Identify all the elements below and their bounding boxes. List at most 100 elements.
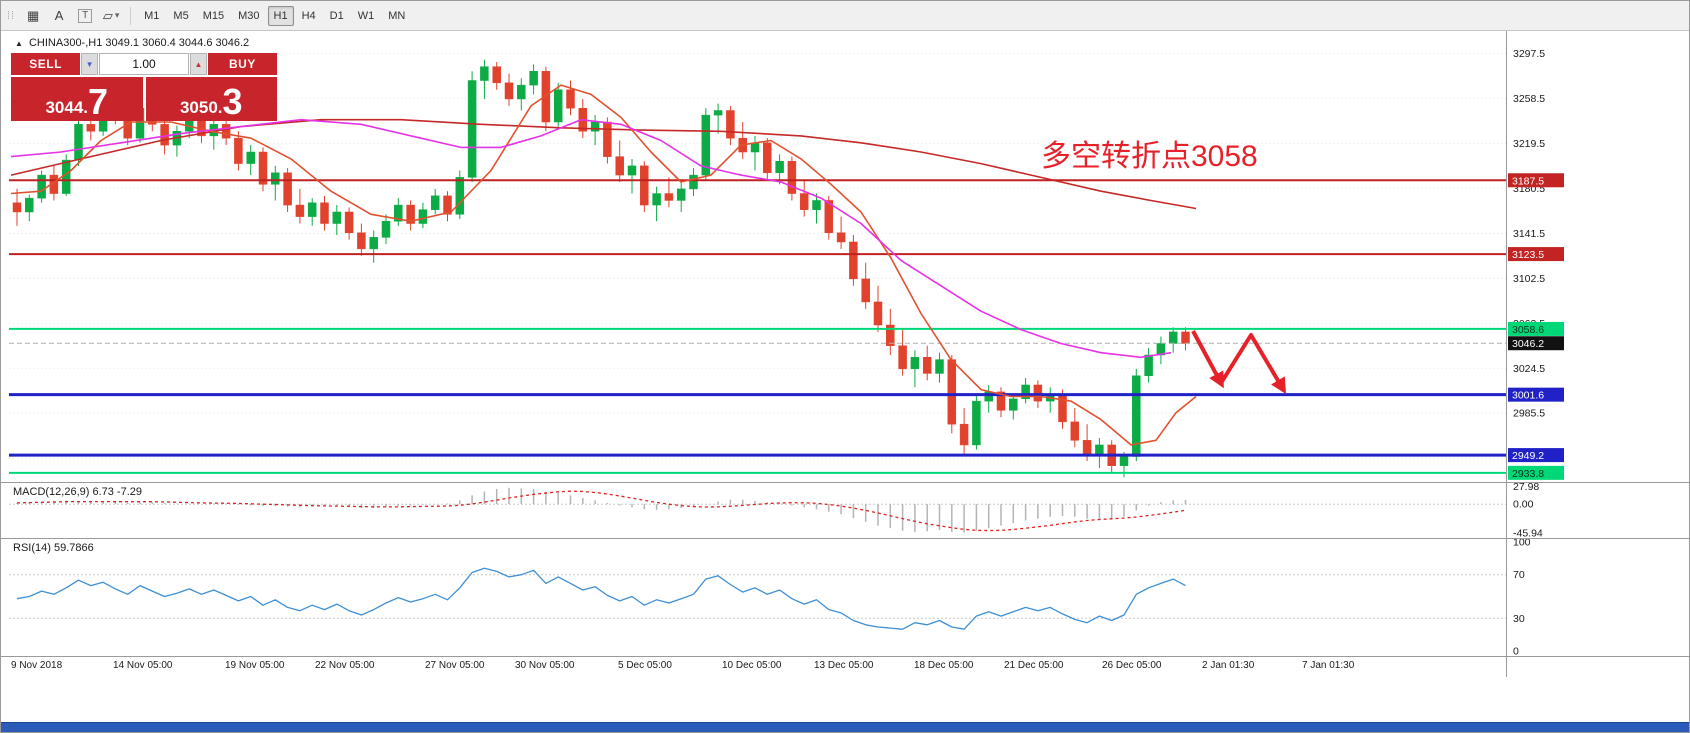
price-axis-label: 3141.5 (1513, 228, 1545, 240)
macd-scale-label: -45.94 (1513, 528, 1543, 540)
rsi-scale-label: 100 (1513, 537, 1531, 549)
moving-averages (10, 84, 1197, 446)
macd-signal-line (16, 490, 1186, 532)
tf-button-m15[interactable]: M15 (202, 9, 225, 22)
price-axis-label: 3258.5 (1513, 93, 1545, 105)
lot-up-button[interactable]: ▲ (190, 53, 207, 75)
time-label: 5 Dec 05:00 (618, 660, 672, 671)
price-axis-label: 3297.5 (1513, 48, 1545, 60)
price-axis[interactable]: 3297.53258.53219.53180.53141.53102.53063… (1508, 48, 1564, 480)
rsi-label: RSI(14) 59.7866 (13, 542, 94, 554)
trade-panel-row1: SELL ▼ ▲ BUY (11, 53, 277, 75)
time-label: 9 Nov 2018 (11, 660, 63, 671)
price-chart-canvas[interactable]: 3297.53258.53219.53180.53141.53102.53063… (1, 31, 1690, 483)
price-axis-label: 3024.5 (1513, 363, 1545, 375)
time-label: 13 Dec 05:00 (814, 660, 874, 671)
text-a-icon: A (54, 8, 64, 23)
time-label: 18 Dec 05:00 (914, 660, 974, 671)
text-label-tool-button[interactable]: T (73, 5, 97, 27)
sell-price-small: 3044. (45, 98, 88, 118)
toolbar-separator (130, 6, 132, 25)
time-label: 2 Jan 01:30 (1202, 660, 1255, 671)
price-tag-label: 3187.5 (1512, 175, 1544, 187)
time-label: 10 Dec 05:00 (722, 660, 782, 671)
macd-rsi-divider[interactable] (1, 538, 1689, 539)
price-axis-divider (1506, 31, 1507, 677)
grid-tool-icon[interactable]: ▦ (21, 5, 45, 27)
dropdown-arrow-icon: ▼ (85, 59, 94, 69)
text-label-icon: T (78, 8, 93, 23)
time-label: 26 Dec 05:00 (1102, 660, 1162, 671)
chart-text-annotation[interactable]: 多空转折点3058 (1041, 140, 1258, 173)
price-tag-label: 3123.5 (1512, 249, 1544, 261)
time-label: 14 Nov 05:00 (113, 660, 173, 671)
candles (12, 59, 1190, 478)
trend-arrow[interactable] (1191, 330, 1287, 395)
sell-price-display[interactable]: 3044. 7 (11, 77, 143, 121)
time-axis[interactable]: 9 Nov 2018 14 Nov 05:00 19 Nov 05:00 22 Nov… (1, 658, 1689, 676)
chart-title: ▲ CHINA300-,H1 3049.1 3060.4 3044.6 3046… (15, 37, 249, 49)
rsi-scale-label: 30 (1513, 613, 1525, 625)
tf-button-h1[interactable]: H1 (267, 5, 294, 26)
price-tag (1508, 387, 1564, 402)
price-tag-label: 3046.2 (1512, 338, 1544, 350)
tf-button-m1[interactable]: M1 (144, 9, 160, 22)
tf-button-d1[interactable]: D1 (329, 9, 344, 22)
lot-dropdown-button[interactable]: ▼ (81, 53, 98, 75)
chart-marker-icon: ▲ (15, 39, 23, 48)
tf-button-mn[interactable]: MN (388, 9, 406, 22)
price-tag (1508, 465, 1564, 480)
buy-price-display[interactable]: 3050. 3 (145, 77, 277, 123)
toolbar-grip[interactable]: ⁞⁞ (7, 9, 16, 22)
time-label: 22 Nov 05:00 (315, 660, 375, 671)
macd-label: MACD(12,26,9) 6.73 -7.29 (13, 486, 143, 498)
price-tag-label: 2933.8 (1512, 468, 1544, 480)
toolbar: ⁞⁞ ▦ A T ▱ ▾ M1 M5 M15 M30 H1 H4 D1 W1 MN (1, 1, 1689, 31)
price-tag-label: 3058.6 (1512, 324, 1544, 336)
rsi-axis-divider (1, 656, 1689, 657)
chart-macd-divider[interactable] (1, 482, 1689, 483)
time-label: 27 Nov 05:00 (425, 660, 485, 671)
trade-panel-prices: 3044. 7 3050. 3 (11, 77, 277, 121)
ma-fast-red (10, 84, 1197, 446)
shapes-icon: ▱ (102, 7, 113, 23)
chevron-down-icon: ▾ (114, 10, 120, 20)
timeframe-group: M1 M5 M15 M30 H1 H4 D1 W1 MN (138, 5, 411, 26)
price-axis-label: 2985.5 (1513, 408, 1545, 420)
price-tag (1508, 448, 1564, 463)
lot-size-input[interactable] (99, 53, 189, 75)
rsi-scale-label: 0 (1513, 646, 1519, 658)
up-arrow-icon: ▲ (194, 59, 203, 69)
time-label: 21 Dec 05:00 (1004, 660, 1064, 671)
price-tag-label: 2949.2 (1512, 450, 1544, 462)
horizontal-lines[interactable] (9, 179, 1506, 474)
price-tag (1508, 247, 1564, 262)
text-tool-button[interactable]: A (47, 5, 71, 27)
macd-scale-label: 27.98 (1513, 481, 1539, 493)
price-axis-label: 3219.5 (1513, 138, 1545, 150)
price-axis-label: 3102.5 (1513, 273, 1545, 285)
buy-price-small: 3050. (179, 98, 223, 118)
tf-button-m5[interactable]: M5 (173, 9, 189, 22)
macd-panel-canvas[interactable]: 27.98 0.00 -45.94 (1, 481, 1690, 540)
price-tag-label: 3001.6 (1512, 390, 1544, 402)
time-label: 30 Nov 05:00 (515, 660, 575, 671)
rsi-line (16, 567, 1186, 630)
tf-button-h4[interactable]: H4 (301, 9, 316, 22)
grid-icon: ▦ (26, 7, 40, 23)
bottom-window-strip (1, 722, 1689, 732)
macd-scale-label: 0.00 (1513, 499, 1534, 511)
tf-button-w1[interactable]: W1 (357, 9, 375, 22)
sell-price-big: 7 (88, 81, 109, 123)
price-tag (1508, 173, 1564, 188)
tf-button-m30[interactable]: M30 (238, 9, 260, 22)
buy-price-big: 3 (222, 81, 243, 123)
rsi-panel-canvas[interactable]: 100 70 30 0 (1, 537, 1690, 658)
sell-button[interactable]: SELL (11, 53, 81, 75)
time-label: 7 Jan 01:30 (1302, 660, 1355, 671)
price-tag (1508, 321, 1564, 336)
buy-button[interactable]: BUY (207, 53, 277, 75)
shapes-tool-button[interactable]: ▱ ▾ (99, 5, 123, 27)
ohlc-values: 3049.1 3060.4 3044.6 3046.2 (105, 37, 250, 49)
rsi-scale-label: 70 (1513, 569, 1525, 581)
